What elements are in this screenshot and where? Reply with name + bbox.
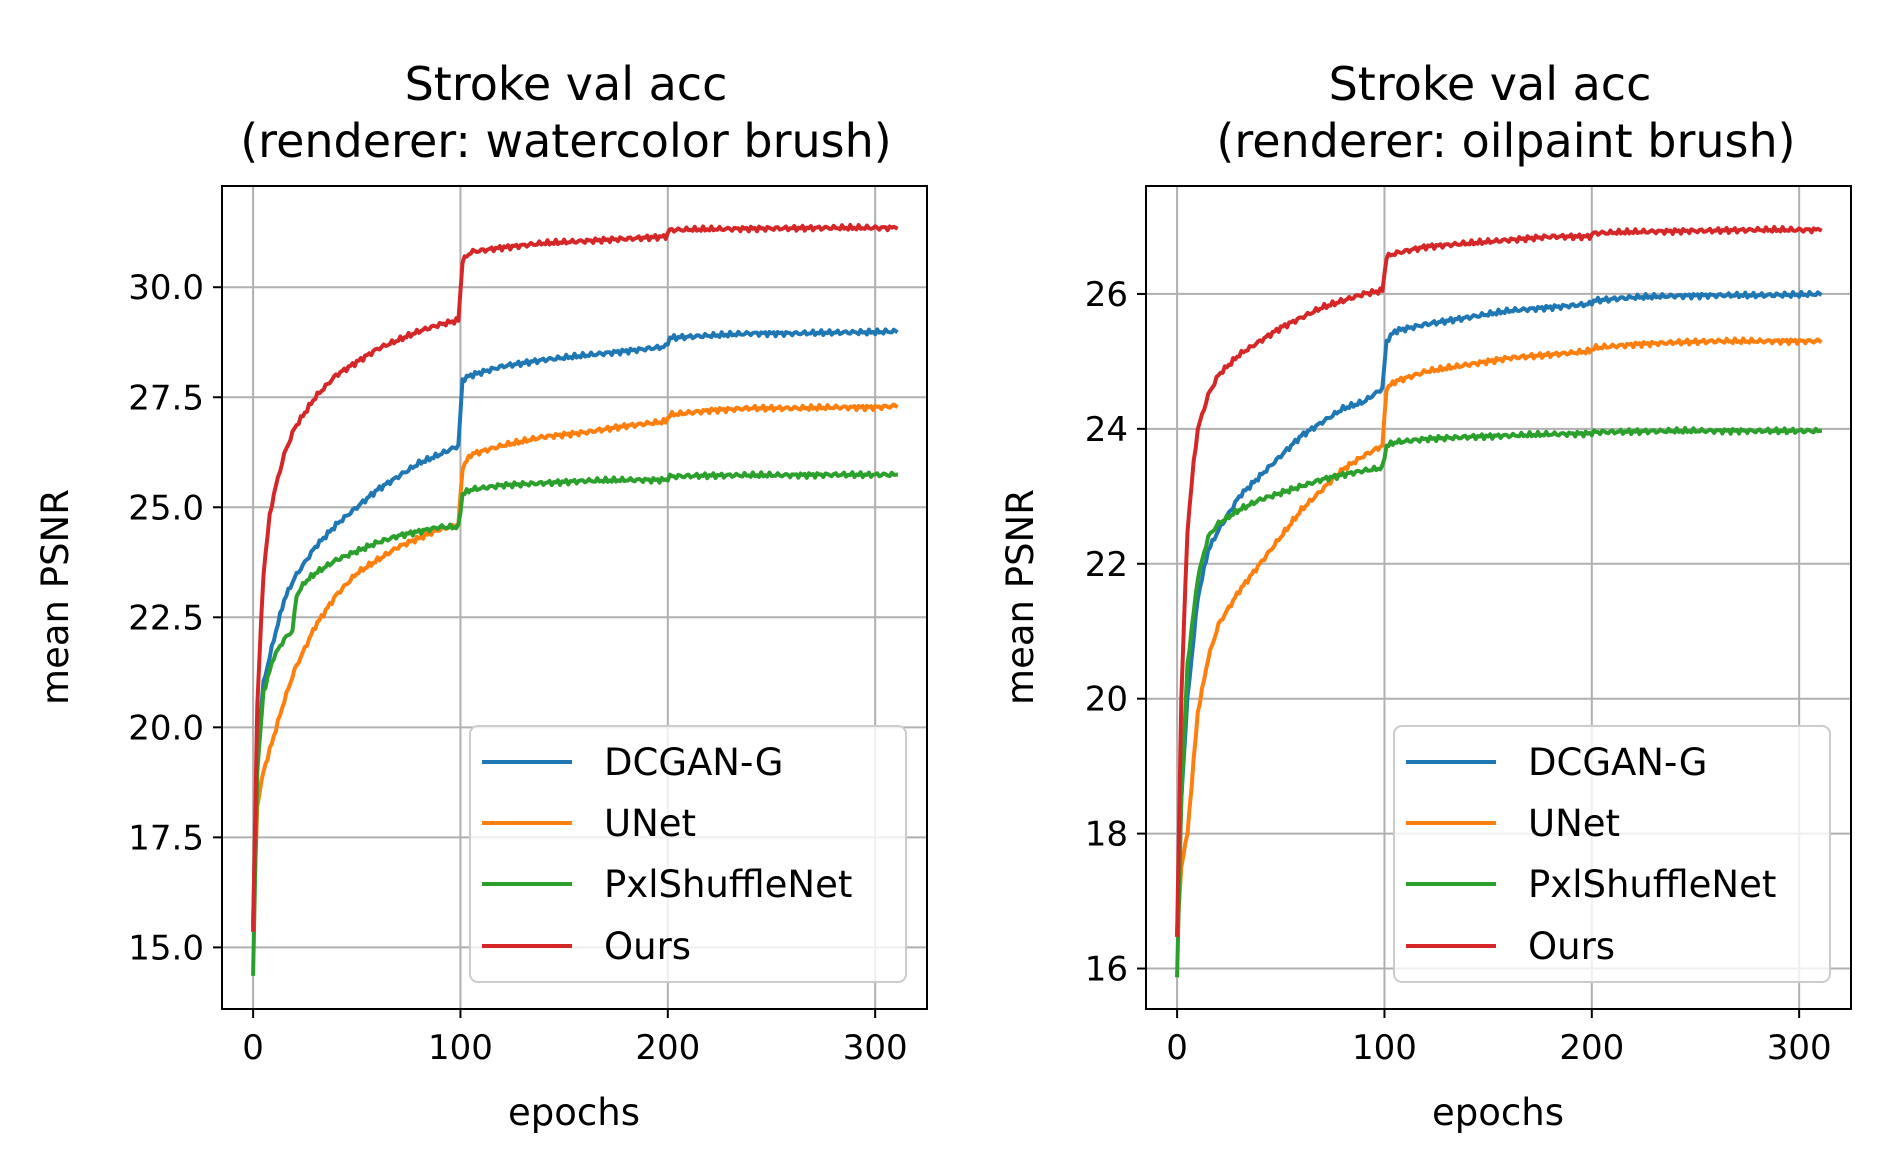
x-tick-label: 300: [1767, 1028, 1832, 1068]
series-line-unet: [251, 402, 899, 928]
legend-box: [1393, 725, 1831, 983]
x-tick-label: 100: [428, 1028, 493, 1068]
y-tick-label: 15.0: [128, 928, 204, 968]
series-lines: [251, 223, 899, 976]
series-line-pxlshufflenet: [251, 470, 899, 976]
y-tick-label: 22.5: [128, 598, 204, 638]
plot-frame: [1145, 185, 1852, 1010]
legend-label-ours: Ours: [1528, 925, 1615, 968]
legend-label-dcgan-g: DCGAN-G: [604, 741, 783, 784]
plot-frame: [221, 185, 928, 1010]
axis-ticks: 0 100 200 300 15.0 17.5 20.0 22.5 25.0 27.5 30.0: [128, 268, 907, 1068]
chart-oilpaint: Stroke val acc (renderer: oilpaint brush…: [999, 57, 1852, 1134]
x-tick-label: 300: [843, 1028, 908, 1068]
y-tick-label: 30.0: [128, 268, 204, 308]
legend-label-ours: Ours: [604, 925, 691, 968]
y-axis-label: mean PSNR: [34, 489, 77, 705]
y-tick-label: 16: [1085, 950, 1128, 990]
x-tick-label: 200: [635, 1028, 700, 1068]
x-tick-label: 100: [1352, 1028, 1417, 1068]
legend-label-unet: UNet: [604, 802, 696, 845]
axis-ticks: 0 100 200 300 16 18 20 22 24 26: [1085, 275, 1832, 1068]
y-tick-label: 27.5: [128, 378, 204, 418]
legend-label-pxlshufflenet: PxlShuffleNet: [1528, 863, 1776, 906]
y-tick-label: 22: [1085, 545, 1128, 585]
series-line-dcgan-g: [1175, 289, 1823, 937]
y-tick-label: 20.0: [128, 708, 204, 748]
series-line-pxlshufflenet: [1175, 426, 1823, 978]
y-tick-label: 24: [1085, 410, 1128, 450]
series-line-dcgan-g: [251, 327, 899, 924]
y-axis-label: mean PSNR: [999, 489, 1042, 705]
legend-label-dcgan-g: DCGAN-G: [1528, 741, 1707, 784]
legend: DCGAN-G UNet PxlShuffleNet Ours: [1393, 725, 1831, 983]
series-line-ours: [251, 223, 899, 932]
x-axis-label: epochs: [1432, 1091, 1564, 1134]
legend-box: [469, 725, 907, 983]
y-tick-label: 20: [1085, 680, 1128, 720]
legend-label-pxlshufflenet: PxlShuffleNet: [604, 863, 852, 906]
chart-title-line-1: Stroke val acc: [405, 57, 728, 111]
series-lines: [1174, 225, 1823, 978]
y-tick-label: 17.5: [128, 818, 204, 858]
x-tick-label: 0: [242, 1028, 264, 1068]
x-axis-label: epochs: [508, 1091, 640, 1134]
legend-label-unet: UNet: [1528, 802, 1620, 845]
series-line-ours: [1175, 225, 1823, 937]
chart-watercolor: Stroke val acc (renderer: watercolor bru…: [34, 57, 928, 1134]
x-tick-label: 200: [1559, 1028, 1624, 1068]
x-tick-label: 0: [1166, 1028, 1188, 1068]
y-tick-label: 26: [1085, 275, 1128, 315]
y-tick-label: 18: [1085, 815, 1128, 855]
y-tick-label: 25.0: [128, 488, 204, 528]
chart-title-line-2: (renderer: watercolor brush): [240, 114, 892, 168]
chart-title-line-2: (renderer: oilpaint brush): [1216, 114, 1795, 168]
legend: DCGAN-G UNet PxlShuffleNet Ours: [469, 725, 907, 983]
series-line-unet: [1174, 336, 1823, 937]
chart-title-line-1: Stroke val acc: [1329, 57, 1652, 111]
